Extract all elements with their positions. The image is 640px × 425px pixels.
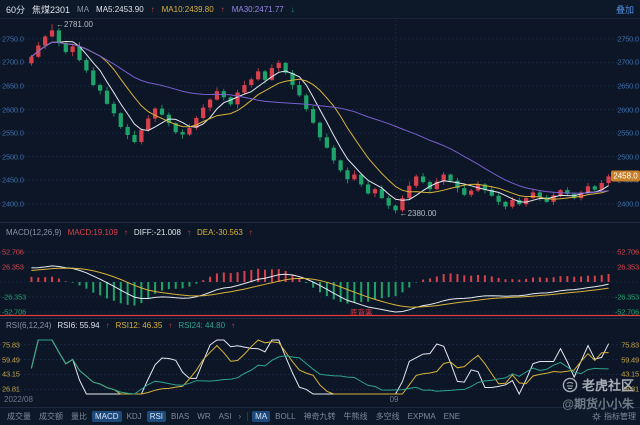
indicator-tab[interactable]: WR bbox=[197, 412, 211, 421]
divergence-label: 底背离 bbox=[350, 308, 373, 317]
watermark-handle: @期货小小朱 bbox=[562, 397, 634, 411]
price-axis-label: 2550.0 bbox=[2, 128, 24, 138]
ma10-value: MA10:2439.80 bbox=[161, 4, 214, 14]
indicator-tab[interactable]: BOLL bbox=[275, 412, 296, 421]
watermark-brand-row: 老虎社区 bbox=[562, 375, 634, 394]
indicator-manage-button[interactable]: 指标管理 bbox=[592, 411, 636, 422]
rsi24-value: RSI24: 44.80 bbox=[178, 321, 226, 330]
indicator-toolbar: 成交量 成交额 量比 MACD KDJ RSI BIAS WR ASI › MA BOLL 神奇九转 牛熊… bbox=[0, 407, 640, 425]
arrow-up-icon: ↑ bbox=[248, 228, 253, 237]
rsi-axis-label: 43.15 bbox=[2, 369, 20, 379]
rsi-axis-label: 75.83 bbox=[621, 339, 639, 349]
rsi-axis-label: 75.83 bbox=[2, 339, 20, 349]
indicator-tab[interactable]: 多空线 bbox=[375, 412, 400, 421]
period-selector[interactable]: 60分 bbox=[6, 4, 26, 15]
indicator-tab[interactable]: KDJ bbox=[126, 412, 142, 421]
indicator-tab[interactable]: ENE bbox=[443, 412, 461, 421]
indicator-tab[interactable]: BIAS bbox=[171, 412, 190, 421]
rsi-axis-label: 26.81 bbox=[2, 384, 20, 394]
indicator-tab[interactable]: 量比 bbox=[71, 412, 87, 421]
price-axis-label: 2400.0 bbox=[617, 199, 639, 208]
rsi12-value: RSI12: 46.35 bbox=[115, 321, 163, 330]
price-axis-label: 2500.0 bbox=[2, 151, 24, 161]
macd-legend: MACD(12,26,9) MACD:19.109 ↑ DIFF:-21.008… bbox=[0, 228, 253, 237]
dea-value: DEA:-30.563 bbox=[196, 228, 243, 237]
arrow-up-icon: ↑ bbox=[186, 228, 191, 237]
last-price-badge: 2458.0 bbox=[611, 170, 640, 182]
indicator-tab[interactable]: RSI bbox=[146, 411, 167, 422]
price-axis-label: 2750.0 bbox=[2, 34, 24, 44]
gear-icon bbox=[592, 412, 601, 421]
macd-axis-label: -26.353 bbox=[2, 292, 27, 302]
macd-title: MACD(12,26,9) bbox=[6, 228, 62, 237]
rsi-axis-label: 59.49 bbox=[621, 354, 639, 364]
price-axis-label: 2700.0 bbox=[2, 57, 24, 67]
indicator-manage-label: 指标管理 bbox=[604, 412, 636, 421]
rsi-legend: RSI(6,12,24) RSI6: 55.94 ↑ RSI12: 46.35 … bbox=[0, 321, 235, 330]
macd-axis-label: 26.353 bbox=[617, 262, 639, 272]
diff-value: DIFF:-21.008 bbox=[133, 228, 181, 237]
overlay-button[interactable]: 叠加 bbox=[615, 4, 634, 15]
indicator-tab[interactable]: 牛熊线 bbox=[343, 412, 368, 421]
high-price-annotation: ←2781.00 bbox=[56, 20, 93, 30]
price-axis-label: 2650.0 bbox=[2, 81, 24, 91]
price-axis-label: 2500.0 bbox=[617, 151, 639, 161]
arrow-up-icon: ↑ bbox=[231, 321, 236, 330]
indicator-tab[interactable]: 成交量 bbox=[7, 412, 31, 421]
macd-axis-label: -52.706 bbox=[614, 307, 639, 317]
price-axis-label: 2400.0 bbox=[2, 199, 24, 208]
price-axis-label: 2650.0 bbox=[617, 81, 639, 91]
more-tabs-icon[interactable]: › bbox=[238, 412, 242, 421]
watermark-brand: 老虎社区 bbox=[581, 378, 634, 393]
tiger-logo-icon bbox=[562, 377, 578, 392]
arrow-down-icon: ↓ bbox=[290, 4, 295, 14]
symbol-name[interactable]: 焦煤2301 bbox=[32, 4, 71, 15]
price-axis-label: 2550.0 bbox=[617, 128, 639, 138]
arrow-up-icon: ↑ bbox=[150, 4, 155, 14]
macd-axis-label: -26.353 bbox=[614, 292, 639, 302]
arrow-up-icon: ↑ bbox=[105, 321, 110, 330]
macd-axis-label: 26.353 bbox=[2, 262, 24, 272]
low-price-annotation: ←2380.00 bbox=[399, 209, 437, 219]
indicator-tab[interactable]: ASI bbox=[218, 412, 232, 421]
macd-axis-label: 52.706 bbox=[2, 247, 24, 257]
toolbar-divider bbox=[247, 412, 249, 421]
price-axis-label: 2600.0 bbox=[617, 104, 639, 114]
arrow-up-icon: ↑ bbox=[168, 321, 173, 330]
indicator-tab[interactable]: 神奇九转 bbox=[303, 412, 336, 421]
ma5-value: MA5:2453.90 bbox=[96, 4, 144, 14]
x-axis-month-label: 09 bbox=[389, 395, 399, 404]
price-axis-label: 2700.0 bbox=[617, 57, 639, 67]
rsi-axis-label: 43.15 bbox=[621, 369, 639, 379]
x-axis-month-label: 2022/08 bbox=[4, 395, 33, 404]
rsi-axis-label: 59.49 bbox=[2, 354, 20, 364]
ma-indicator-label: MA bbox=[77, 4, 90, 14]
indicator-tab[interactable]: 成交额 bbox=[39, 412, 63, 421]
watermark: 老虎社区 @期货小小朱 bbox=[562, 375, 634, 412]
chart-header-bar: 60分 焦煤2301 MA MA5:2453.90 ↑ MA10:2439.80… bbox=[0, 0, 640, 19]
price-axis-label: 2750.0 bbox=[617, 34, 639, 44]
rsi-axis-label: 26.81 bbox=[621, 384, 639, 394]
indicator-tab[interactable]: EXPMA bbox=[407, 412, 436, 421]
macd-axis-label: -52.706 bbox=[2, 307, 27, 317]
arrow-up-icon: ↑ bbox=[123, 228, 128, 237]
macd-axis-label: 52.706 bbox=[617, 247, 639, 257]
rsi6-value: RSI6: 55.94 bbox=[57, 321, 100, 330]
price-axis-label: 2600.0 bbox=[2, 104, 24, 114]
ma30-value: MA30:2471.77 bbox=[231, 4, 284, 14]
arrow-up-icon: ↑ bbox=[220, 4, 225, 14]
price-axis-label: 2450.0 bbox=[2, 175, 24, 185]
rsi-title: RSI(6,12,24) bbox=[6, 321, 52, 330]
macd-value: MACD:19.109 bbox=[67, 228, 118, 237]
indicator-tab[interactable]: MA bbox=[252, 411, 271, 422]
indicator-tab[interactable]: MACD bbox=[92, 411, 122, 422]
